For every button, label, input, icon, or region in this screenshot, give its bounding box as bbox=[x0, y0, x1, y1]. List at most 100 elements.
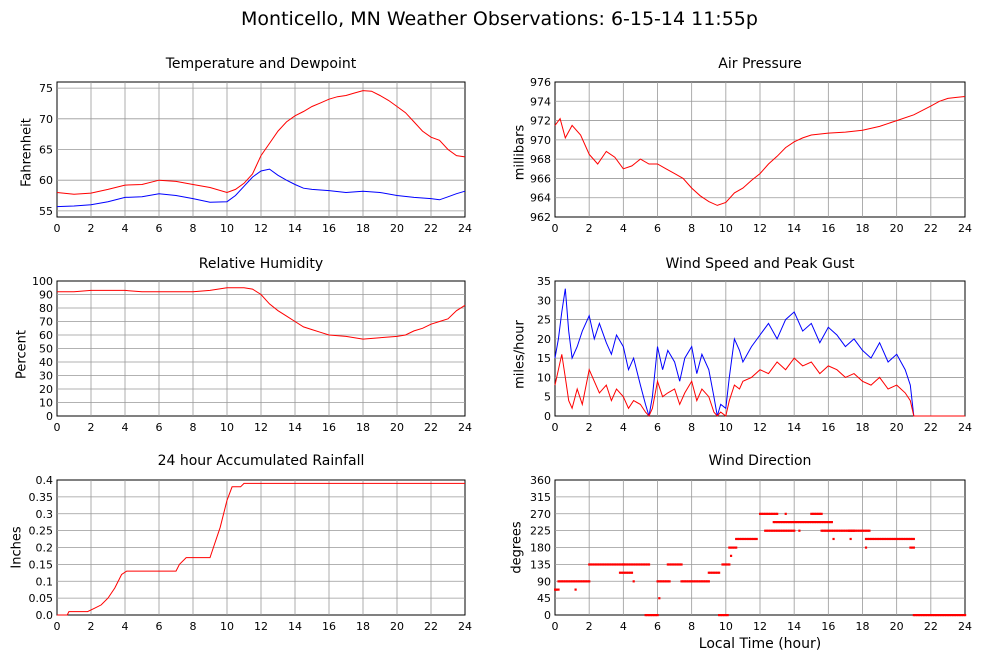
direction-point bbox=[837, 529, 840, 532]
direction-point bbox=[784, 521, 787, 524]
humidity-ytick-label: 40 bbox=[39, 356, 53, 369]
direction-point bbox=[723, 563, 726, 566]
direction-ytick-label: 180 bbox=[530, 542, 551, 555]
temp-xtick-label: 18 bbox=[356, 222, 370, 235]
pressure-xtick-label: 18 bbox=[856, 222, 870, 235]
direction-point bbox=[953, 614, 956, 617]
direction-point bbox=[589, 563, 593, 566]
direction-point bbox=[827, 529, 830, 532]
rain-ytick-label: 0.05 bbox=[29, 592, 54, 605]
direction-point bbox=[728, 546, 731, 549]
direction-point bbox=[940, 614, 943, 617]
wind-xtick-label: 20 bbox=[890, 421, 904, 434]
direction-point bbox=[741, 537, 745, 541]
direction-point bbox=[680, 580, 683, 583]
direction-point bbox=[810, 521, 813, 524]
direction-ytick-label: 225 bbox=[530, 525, 551, 538]
humidity-ytick-label: 20 bbox=[39, 383, 53, 396]
direction-point bbox=[892, 537, 895, 541]
direction-point bbox=[791, 521, 794, 524]
direction-point bbox=[818, 521, 821, 524]
direction-point bbox=[675, 563, 678, 566]
direction-point bbox=[941, 614, 944, 617]
direction-point bbox=[584, 580, 587, 583]
direction-point bbox=[808, 521, 811, 524]
direction-point bbox=[830, 529, 833, 532]
direction-point bbox=[627, 571, 630, 574]
direction-point bbox=[923, 614, 926, 617]
direction-point bbox=[736, 537, 739, 541]
direction-point bbox=[641, 563, 644, 566]
humidity-ytick-label: 80 bbox=[39, 302, 53, 315]
direction-point bbox=[772, 521, 775, 524]
humidity-xtick-label: 8 bbox=[190, 421, 197, 434]
direction-point bbox=[820, 529, 823, 532]
humidity-ylabel: Percent bbox=[14, 330, 30, 379]
direction-point bbox=[866, 529, 869, 532]
direction-xtick-label: 12 bbox=[753, 620, 767, 633]
direction-point bbox=[805, 521, 808, 524]
rain-xtick-label: 22 bbox=[424, 620, 438, 633]
direction-point bbox=[700, 580, 704, 583]
direction-point bbox=[724, 563, 728, 566]
direction-point bbox=[579, 580, 582, 583]
direction-point bbox=[685, 580, 688, 583]
direction-point bbox=[702, 580, 705, 583]
rain-ytick-label: 0.3 bbox=[36, 508, 54, 521]
humidity-xtick-label: 4 bbox=[122, 421, 129, 434]
direction-xtick-label: 24 bbox=[958, 620, 972, 633]
direction-point bbox=[743, 537, 746, 541]
pressure-xtick-label: 22 bbox=[924, 222, 938, 235]
direction-ylabel: degrees bbox=[509, 521, 525, 574]
direction-point bbox=[904, 537, 907, 541]
wind-series-line-0 bbox=[554, 288, 965, 417]
temp-ytick-label: 55 bbox=[39, 205, 53, 218]
direction-point bbox=[943, 614, 946, 617]
direction-point bbox=[793, 529, 796, 532]
wind-ytick-label: 15 bbox=[537, 352, 551, 365]
direction-point bbox=[618, 563, 622, 566]
direction-point bbox=[788, 521, 791, 524]
direction-point bbox=[588, 580, 591, 583]
direction-point bbox=[800, 521, 803, 524]
direction-point bbox=[849, 529, 852, 532]
direction-point bbox=[817, 512, 820, 515]
direction-point bbox=[612, 563, 615, 566]
direction-point bbox=[902, 537, 905, 541]
pressure-ytick-label: 968 bbox=[530, 153, 551, 166]
rain-ylabel: Inches bbox=[9, 526, 25, 569]
wind-xtick-label: 2 bbox=[586, 421, 593, 434]
direction-point bbox=[572, 580, 575, 583]
direction-point bbox=[731, 546, 734, 549]
temp-ytick-label: 70 bbox=[39, 113, 53, 126]
direction-point bbox=[647, 614, 651, 617]
direction-point bbox=[888, 537, 892, 541]
direction-point bbox=[946, 614, 950, 617]
direction-point bbox=[782, 521, 786, 524]
direction-point bbox=[634, 563, 637, 566]
rain-xtick-label: 10 bbox=[220, 620, 234, 633]
direction-point bbox=[912, 546, 915, 549]
direction-point bbox=[583, 580, 586, 583]
direction-point bbox=[718, 571, 721, 574]
direction-point bbox=[769, 529, 772, 532]
direction-point bbox=[709, 571, 712, 574]
direction-point bbox=[871, 537, 874, 541]
direction-point bbox=[646, 563, 649, 566]
direction-point bbox=[911, 546, 914, 549]
direction-point bbox=[557, 588, 560, 591]
pressure-xtick-label: 12 bbox=[753, 222, 767, 235]
direction-point bbox=[617, 563, 620, 566]
direction-point bbox=[914, 614, 917, 617]
direction-point bbox=[864, 537, 868, 541]
direction-point bbox=[907, 537, 910, 541]
direction-point bbox=[625, 563, 628, 566]
direction-point bbox=[868, 529, 871, 532]
direction-chart-title: Wind Direction bbox=[708, 453, 812, 469]
direction-point bbox=[615, 563, 618, 566]
direction-point bbox=[936, 614, 939, 617]
direction-point bbox=[593, 563, 596, 566]
direction-point bbox=[663, 580, 666, 583]
direction-point bbox=[817, 521, 820, 524]
